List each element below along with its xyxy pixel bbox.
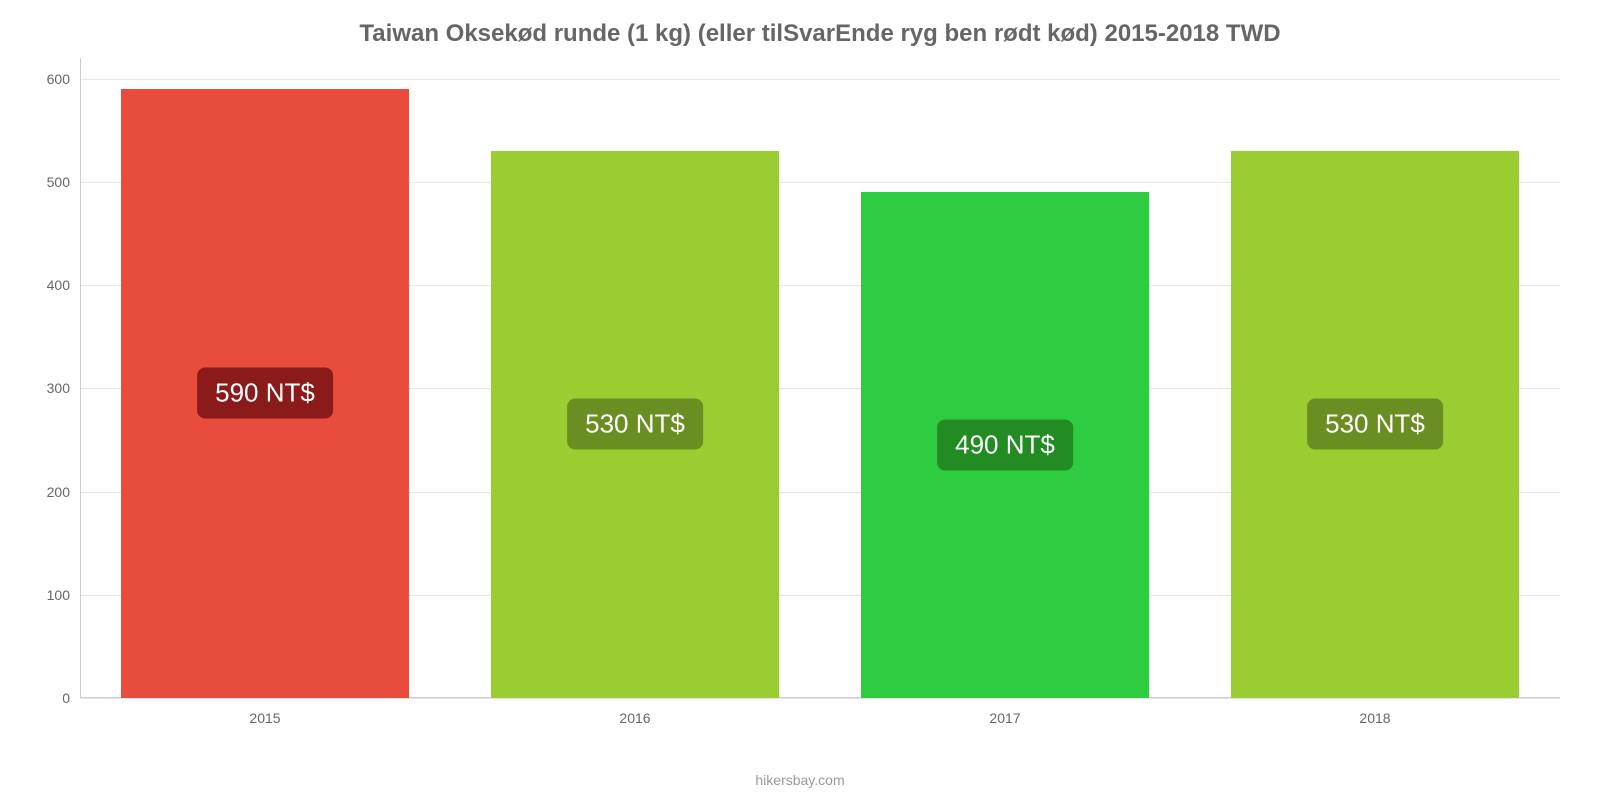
value-badge: 530 NT$ [1307, 399, 1443, 450]
bar-slot: 530 NT$2016 [450, 58, 820, 698]
bar: 490 NT$ [861, 192, 1150, 698]
bar-slot: 530 NT$2018 [1190, 58, 1560, 698]
x-tick-label: 2018 [1359, 710, 1390, 726]
footer-credit: hikersbay.com [0, 772, 1600, 788]
bar: 530 NT$ [1231, 151, 1520, 698]
x-tick-label: 2016 [619, 710, 650, 726]
y-tick-label: 500 [30, 174, 70, 190]
plot-area: 0100200300400500600 590 NT$2015530 NT$20… [80, 58, 1560, 698]
y-tick-label: 400 [30, 277, 70, 293]
bar-slot: 590 NT$2015 [80, 58, 450, 698]
gridline [80, 698, 1560, 699]
x-tick-label: 2015 [249, 710, 280, 726]
x-tick-label: 2017 [989, 710, 1020, 726]
y-tick-label: 300 [30, 380, 70, 396]
chart-container: Taiwan Oksekød runde (1 kg) (eller tilSv… [0, 0, 1600, 800]
y-tick-label: 600 [30, 71, 70, 87]
y-tick-label: 100 [30, 587, 70, 603]
bars-group: 590 NT$2015530 NT$2016490 NT$2017530 NT$… [80, 58, 1560, 698]
y-tick-label: 200 [30, 484, 70, 500]
value-badge: 530 NT$ [567, 399, 703, 450]
chart-title: Taiwan Oksekød runde (1 kg) (eller tilSv… [80, 20, 1560, 48]
bar: 530 NT$ [491, 151, 780, 698]
bar: 590 NT$ [121, 89, 410, 698]
value-badge: 590 NT$ [197, 368, 333, 419]
bar-slot: 490 NT$2017 [820, 58, 1190, 698]
value-badge: 490 NT$ [937, 420, 1073, 471]
y-tick-label: 0 [30, 690, 70, 706]
